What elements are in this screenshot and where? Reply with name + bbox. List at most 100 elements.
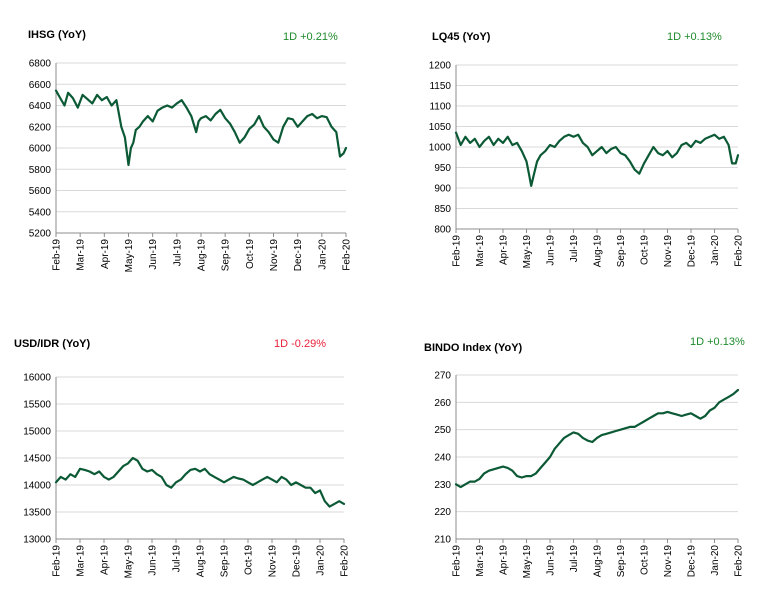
daily-change: 1D +0.13% bbox=[690, 336, 745, 348]
x-tick-label: Oct-19 bbox=[245, 239, 256, 269]
y-tick-label: 260 bbox=[434, 398, 451, 409]
x-tick-label: Jan-20 bbox=[710, 235, 721, 266]
y-tick-label: 1150 bbox=[429, 81, 451, 92]
x-tick-label: Jun-19 bbox=[546, 235, 557, 266]
x-tick-label: Mar-19 bbox=[76, 239, 87, 271]
x-tick-label: Apr-19 bbox=[100, 545, 111, 575]
y-tick-label: 14500 bbox=[23, 454, 51, 465]
x-tick-label: Jun-19 bbox=[148, 239, 159, 270]
x-tick-label: Apr-19 bbox=[499, 235, 510, 265]
y-tick-label: 6400 bbox=[29, 101, 52, 112]
x-tick-label: Feb-20 bbox=[340, 545, 351, 577]
y-tick-label: 13000 bbox=[23, 535, 51, 546]
x-tick-label: Oct-19 bbox=[640, 545, 651, 575]
series-line bbox=[454, 388, 740, 489]
x-tick-label: Feb-19 bbox=[452, 545, 463, 577]
x-tick-label: Sep-19 bbox=[220, 545, 231, 578]
x-tick-label: May-19 bbox=[522, 235, 533, 269]
chart-title: USD/IDR (YoY) bbox=[14, 338, 91, 350]
ihsg-panel: IHSG (YoY) 1D +0.21% 6800 6600 6400 6200 600… bbox=[4, 26, 374, 296]
y-tick-label: 220 bbox=[434, 507, 451, 518]
y-tick-label: 950 bbox=[434, 163, 451, 174]
x-tick-label: May-19 bbox=[522, 545, 533, 579]
x-tick-label: Mar-19 bbox=[475, 235, 486, 267]
x-tick-label: Oct-19 bbox=[244, 545, 255, 575]
y-tick-label: 15500 bbox=[23, 400, 51, 411]
y-tick-label: 250 bbox=[434, 425, 451, 436]
y-tick-label: 16000 bbox=[23, 373, 51, 384]
x-tick-label: Dec-19 bbox=[687, 235, 698, 268]
x-tick-label: Jul-19 bbox=[569, 545, 580, 573]
chart-title: IHSG (YoY) bbox=[28, 29, 86, 41]
y-tick-label: 5800 bbox=[29, 165, 52, 176]
daily-change: 1D -0.29% bbox=[274, 338, 326, 350]
x-tick-label: Dec-19 bbox=[687, 545, 698, 578]
y-tick-label: 270 bbox=[434, 371, 451, 382]
y-tick-label: 6800 bbox=[29, 59, 52, 70]
x-tick-label: Sep-19 bbox=[616, 235, 627, 268]
chart-title: LQ45 (YoY) bbox=[432, 31, 491, 43]
x-tick-label: Aug-19 bbox=[196, 545, 207, 578]
usdidr-panel: USD/IDR (YoY) 1D -0.29% 16000 15500 15000 1… bbox=[4, 332, 374, 602]
x-tick-label: Feb-19 bbox=[452, 235, 463, 267]
y-tick-label: 240 bbox=[434, 453, 451, 464]
chart-title: BINDO Index (YoY) bbox=[424, 342, 523, 354]
x-tick-label: May-19 bbox=[124, 239, 135, 273]
x-tick-label: Jul-19 bbox=[172, 545, 183, 573]
daily-change: 1D +0.13% bbox=[667, 31, 722, 43]
series-line bbox=[54, 456, 346, 508]
series-line bbox=[54, 89, 348, 167]
y-tick-label: 900 bbox=[434, 184, 451, 195]
x-tick-label: Aug-19 bbox=[197, 239, 208, 272]
x-tick-label: Dec-19 bbox=[293, 239, 304, 272]
x-tick-label: Nov-19 bbox=[663, 235, 674, 268]
x-tick-label: Nov-19 bbox=[268, 545, 279, 578]
y-tick-label: 6200 bbox=[29, 122, 52, 133]
y-tick-label: 5400 bbox=[29, 207, 52, 218]
x-tick-label: Nov-19 bbox=[663, 545, 674, 578]
x-tick-label: Jul-19 bbox=[569, 235, 580, 263]
x-tick-label: May-19 bbox=[124, 545, 135, 579]
daily-change: 1D +0.21% bbox=[283, 31, 338, 43]
y-tick-label: 6600 bbox=[29, 80, 52, 91]
y-tick-label: 13500 bbox=[23, 508, 51, 519]
x-tick-label: Jul-19 bbox=[172, 239, 183, 267]
x-tick-label: Apr-19 bbox=[499, 545, 510, 575]
x-tick-label: Mar-19 bbox=[76, 545, 87, 577]
x-tick-label: Feb-20 bbox=[734, 235, 745, 267]
y-tick-label: 1000 bbox=[429, 143, 452, 154]
y-tick-label: 1200 bbox=[429, 61, 452, 72]
x-tick-label: Feb-19 bbox=[52, 545, 63, 577]
y-tick-label: 210 bbox=[434, 535, 451, 546]
x-tick-label: Jan-20 bbox=[316, 545, 327, 576]
x-tick-label: Sep-19 bbox=[221, 239, 232, 272]
lq45-panel: LQ45 (YoY) 1D +0.13% 1200 1150 1100 1050 100… bbox=[384, 26, 758, 296]
x-tick-label: Feb-20 bbox=[342, 239, 353, 271]
y-tick-label: 14000 bbox=[23, 481, 51, 492]
bindo-panel: BINDO Index (YoY) 1D +0.13% 270 260 250 240… bbox=[384, 332, 758, 602]
y-tick-label: 5200 bbox=[29, 229, 52, 240]
x-tick-label: Apr-19 bbox=[100, 239, 111, 269]
y-tick-label: 6000 bbox=[29, 144, 52, 155]
x-tick-label: Mar-19 bbox=[475, 545, 486, 577]
x-tick-label: Jun-19 bbox=[546, 545, 557, 576]
ihsg-chart: 6800 6600 6400 6200 6000 5800 5600 5400 5200 Feb-… bbox=[29, 59, 353, 273]
x-tick-label: Aug-19 bbox=[593, 235, 604, 268]
y-tick-label: 850 bbox=[434, 204, 451, 215]
usdidr-chart: 16000 15500 15000 14500 14000 13500 13000Feb-1… bbox=[23, 373, 351, 579]
x-tick-label: Jan-20 bbox=[710, 545, 721, 576]
x-tick-label: Dec-19 bbox=[292, 545, 303, 578]
y-tick-label: 230 bbox=[434, 480, 451, 491]
y-tick-label: 1050 bbox=[429, 122, 452, 133]
y-tick-label: 800 bbox=[434, 225, 451, 236]
x-tick-label: Jun-19 bbox=[148, 545, 159, 576]
x-tick-label: Sep-19 bbox=[616, 545, 627, 578]
x-tick-label: Aug-19 bbox=[593, 545, 604, 578]
x-tick-label: Nov-19 bbox=[269, 239, 280, 272]
y-tick-label: 5600 bbox=[29, 186, 52, 197]
x-tick-label: Feb-20 bbox=[734, 545, 745, 577]
x-tick-label: Oct-19 bbox=[640, 235, 651, 265]
x-tick-label: Jan-20 bbox=[317, 239, 328, 270]
